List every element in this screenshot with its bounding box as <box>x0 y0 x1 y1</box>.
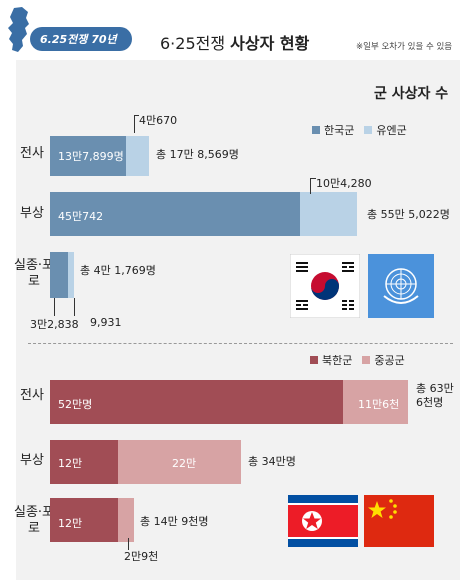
legend-swatch-china <box>362 356 371 364</box>
anniversary-badge-text: 6.25전쟁 70년 <box>40 33 117 46</box>
label-un-killed: 4만670 <box>139 114 178 127</box>
total-killed-bottom-text: 총 63만 6천명 <box>416 382 454 410</box>
label-nk-missing: 12만 <box>58 517 83 530</box>
total-missing-bottom: 총 14만 9천명 <box>140 515 209 528</box>
total-killed-top: 총 17만 8,569명 <box>156 148 239 161</box>
anniversary-badge <box>30 27 132 51</box>
bar-nk-killed <box>50 380 343 424</box>
total-killed-bottom: 총 63만 6천명 <box>416 382 454 411</box>
label-china-killed: 11만6천 <box>358 398 400 411</box>
south-korea-flag-icon <box>290 254 360 318</box>
legend-label-un: 유엔군 <box>376 124 407 137</box>
callout-line-china-missing <box>128 538 129 550</box>
row-label-missing-top: 실종·포로 <box>14 258 55 290</box>
bar-un-killed <box>126 136 149 176</box>
bar-china-killed <box>342 380 408 424</box>
row-label-missing-bottom: 실종·포로 <box>14 505 55 537</box>
label-china-wounded: 22만 <box>172 457 197 470</box>
label-korea-killed: 13만7,899명 <box>58 150 124 163</box>
bar-korea-killed <box>50 136 127 176</box>
china-flag-icon <box>364 495 434 547</box>
legend-label-korea: 한국군 <box>324 124 355 137</box>
bar-nk-wounded <box>50 440 118 484</box>
bar-nk-missing <box>50 498 118 542</box>
korea-map-icon <box>8 7 29 52</box>
legend-swatch-nk <box>310 356 318 364</box>
disclaimer-note: ※일부 오차가 있을 수 있음 <box>356 42 453 52</box>
row-label-wounded-top: 부상 <box>20 206 44 221</box>
label-korea-wounded: 45만742 <box>58 210 104 223</box>
label-korea-missing: 3만2,838 <box>30 318 79 331</box>
bar-korea-wounded <box>50 192 300 236</box>
chart-subtitle: 군 사상자 수 <box>374 86 449 102</box>
legend-swatch-korea <box>312 126 320 134</box>
callout-line-un-missing <box>74 298 75 316</box>
total-missing-top: 총 4만 1,769명 <box>80 264 156 277</box>
bar-un-wounded <box>299 192 358 236</box>
label-nk-wounded: 12만 <box>58 457 83 470</box>
callout-line-un-wounded <box>310 178 311 194</box>
callout-line-un-killed <box>134 115 135 133</box>
page-title-plain: 6·25전쟁 <box>160 34 231 53</box>
row-label-killed-top: 전사 <box>20 146 44 161</box>
legend-swatch-un <box>364 126 373 134</box>
un-flag-icon <box>368 254 434 318</box>
legend-label-nk: 북한군 <box>322 354 353 367</box>
total-wounded-bottom: 총 34만명 <box>248 455 296 468</box>
page-title-bold: 사상자 현황 <box>230 34 310 53</box>
label-un-missing: 9,931 <box>90 316 122 329</box>
total-wounded-top: 총 55만 5,022명 <box>367 208 450 221</box>
callout-line-korea-missing <box>54 298 55 316</box>
page-title: 6·25전쟁 사상자 현황 <box>160 30 309 54</box>
bar-korea-missing <box>50 252 69 298</box>
callout-hline-un-wounded <box>310 178 316 179</box>
header: 6.25전쟁 70년 6·25전쟁 사상자 현황 ※일부 오차가 있을 수 있음 <box>0 0 473 60</box>
label-nk-killed: 52만명 <box>58 398 93 411</box>
bar-china-wounded <box>117 440 242 484</box>
row-label-wounded-bottom: 부상 <box>20 453 44 468</box>
label-un-wounded: 10만4,280 <box>316 177 372 190</box>
legend-top: 한국군 유엔군 <box>312 122 417 138</box>
callout-hline-un-killed <box>134 115 139 116</box>
bar-china-missing <box>117 498 134 542</box>
legend-label-china: 중공군 <box>374 354 405 367</box>
section-divider <box>28 343 453 344</box>
legend-bottom: 북한군 중공군 <box>310 352 415 368</box>
bar-un-missing <box>68 252 74 298</box>
row-label-killed-bottom: 전사 <box>20 388 44 403</box>
north-korea-flag-icon <box>288 495 358 547</box>
label-china-missing: 2만9천 <box>124 550 159 563</box>
